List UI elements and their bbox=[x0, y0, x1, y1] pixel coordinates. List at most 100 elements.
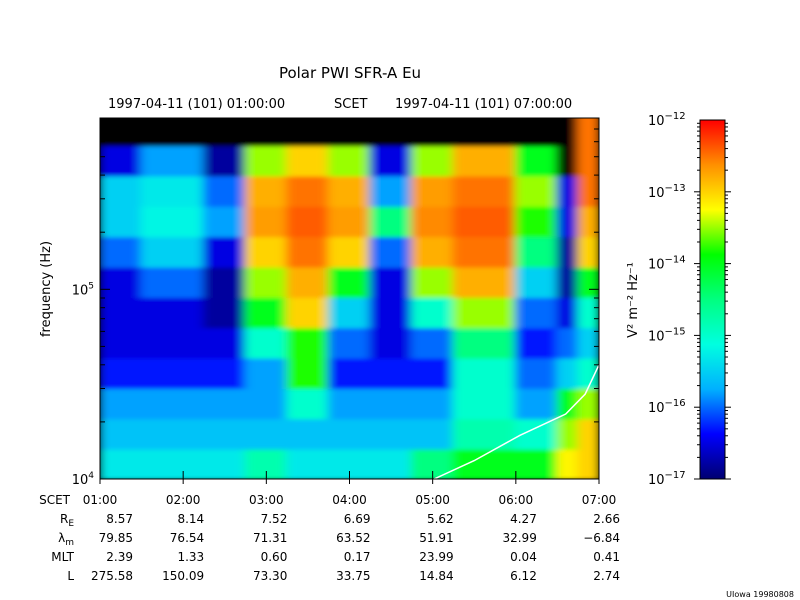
heatmap-cell bbox=[286, 386, 330, 420]
heatmap-cell bbox=[100, 447, 143, 479]
heatmap-cell bbox=[369, 417, 413, 450]
heatmap-cell bbox=[452, 326, 517, 359]
heatmap-cell bbox=[244, 356, 289, 389]
heatmap-cell bbox=[140, 265, 205, 298]
ephemeris-value: 76.54 bbox=[170, 531, 204, 545]
heatmap-cell bbox=[452, 356, 517, 389]
heatmap-cell bbox=[327, 326, 372, 359]
colorbar-tick-label: 10−15 bbox=[648, 326, 686, 344]
heatmap-cell bbox=[452, 118, 517, 147]
heatmap-cell bbox=[100, 118, 143, 147]
heatmap-cell bbox=[452, 417, 517, 450]
heatmap-cell bbox=[577, 356, 599, 389]
heatmap-cell bbox=[202, 204, 247, 238]
heatmap-cell bbox=[452, 295, 517, 329]
heatmap-cell bbox=[452, 174, 517, 207]
heatmap-cell bbox=[140, 417, 205, 450]
heatmap-cell bbox=[100, 356, 143, 389]
heatmap-cell bbox=[244, 386, 289, 420]
ephemeris-row-label: λm bbox=[58, 531, 74, 548]
heatmap-cell bbox=[577, 118, 599, 147]
heatmap-cell bbox=[514, 265, 559, 298]
heatmap-cell bbox=[556, 417, 580, 450]
ephemeris-time: 02:00 bbox=[166, 493, 201, 507]
heatmap-cell bbox=[202, 356, 247, 389]
heatmap-cell bbox=[410, 174, 455, 207]
ephemeris-value: 14.84 bbox=[419, 569, 453, 583]
heatmap-cell bbox=[577, 174, 599, 207]
heatmap-cell bbox=[286, 174, 330, 207]
heatmap-cell bbox=[369, 356, 413, 389]
heatmap-cell bbox=[140, 174, 205, 207]
ephemeris-value: 23.99 bbox=[419, 550, 453, 564]
heatmap-cell bbox=[100, 295, 143, 329]
chart-title: Polar PWI SFR-A Eu bbox=[279, 64, 421, 82]
ephemeris-value: 8.14 bbox=[177, 512, 204, 526]
ephemeris-value: 275.58 bbox=[91, 569, 133, 583]
heatmap-cell bbox=[556, 204, 580, 238]
heatmap-cell bbox=[100, 417, 143, 450]
heatmap-cell bbox=[556, 174, 580, 207]
heatmap-cell bbox=[452, 204, 517, 238]
ephemeris-value: 7.52 bbox=[261, 512, 288, 526]
heatmap-cell bbox=[410, 204, 455, 238]
heatmap-cell bbox=[140, 235, 205, 268]
ephemeris-value: 0.60 bbox=[261, 550, 288, 564]
heatmap-cell bbox=[140, 447, 205, 479]
heatmap-cell bbox=[202, 326, 247, 359]
heatmap-cells bbox=[100, 118, 599, 479]
ephemeris-value: 2.74 bbox=[593, 569, 620, 583]
heatmap-cell bbox=[244, 144, 289, 177]
heatmap-cell bbox=[327, 144, 372, 177]
heatmap-cell bbox=[286, 295, 330, 329]
heatmap-cell bbox=[286, 235, 330, 268]
ephemeris-value: 2.39 bbox=[106, 550, 133, 564]
heatmap-cell bbox=[369, 265, 413, 298]
heatmap-cell bbox=[100, 265, 143, 298]
ephemeris-time: 01:00 bbox=[83, 493, 118, 507]
heatmap-cell bbox=[327, 295, 372, 329]
heatmap-cell bbox=[577, 447, 599, 479]
ephemeris-value: 1.33 bbox=[177, 550, 204, 564]
heatmap-cell bbox=[514, 417, 559, 450]
heatmap-cell bbox=[410, 265, 455, 298]
ephemeris-value: 6.69 bbox=[344, 512, 371, 526]
heatmap-cell bbox=[577, 265, 599, 298]
y-tick-label: 104 bbox=[72, 471, 95, 488]
heatmap-cell bbox=[369, 118, 413, 147]
heatmap-cell bbox=[286, 356, 330, 389]
ephemeris-value: 4.27 bbox=[510, 512, 537, 526]
heatmap-cell bbox=[577, 326, 599, 359]
heatmap-cell bbox=[369, 295, 413, 329]
header-scet: SCET bbox=[334, 97, 368, 112]
heatmap-cell bbox=[100, 144, 143, 177]
heatmap-cell bbox=[100, 326, 143, 359]
ephemeris-value: 8.57 bbox=[106, 512, 133, 526]
heatmap-cell bbox=[286, 447, 330, 479]
heatmap-cell bbox=[452, 386, 517, 420]
ephemeris-value: 5.62 bbox=[427, 512, 454, 526]
ephemeris-value: 6.12 bbox=[510, 569, 537, 583]
heatmap-cell bbox=[140, 326, 205, 359]
heatmap-cell bbox=[100, 174, 143, 207]
heatmap-cell bbox=[410, 235, 455, 268]
heatmap-cell bbox=[244, 265, 289, 298]
heatmap-cell bbox=[369, 326, 413, 359]
header-start-time: 1997-04-11 (101) 01:00:00 bbox=[108, 97, 285, 112]
heatmap-cell bbox=[410, 386, 455, 420]
heatmap-cell bbox=[202, 144, 247, 177]
heatmap-cell bbox=[244, 326, 289, 359]
heatmap-cell bbox=[286, 118, 330, 147]
colorbar-tick-label: 10−17 bbox=[648, 470, 686, 488]
ephemeris-row-label: RE bbox=[60, 512, 74, 529]
heatmap-cell bbox=[556, 386, 580, 420]
heatmap-cell bbox=[577, 204, 599, 238]
heatmap-cell bbox=[327, 417, 372, 450]
ephemeris-value: 32.99 bbox=[502, 531, 536, 545]
y-tick-label: 105 bbox=[72, 281, 94, 298]
ephemeris-time: 07:00 bbox=[582, 493, 617, 507]
overlay-line bbox=[433, 364, 599, 479]
heatmap-cell bbox=[327, 174, 372, 207]
heatmap-cell bbox=[410, 295, 455, 329]
